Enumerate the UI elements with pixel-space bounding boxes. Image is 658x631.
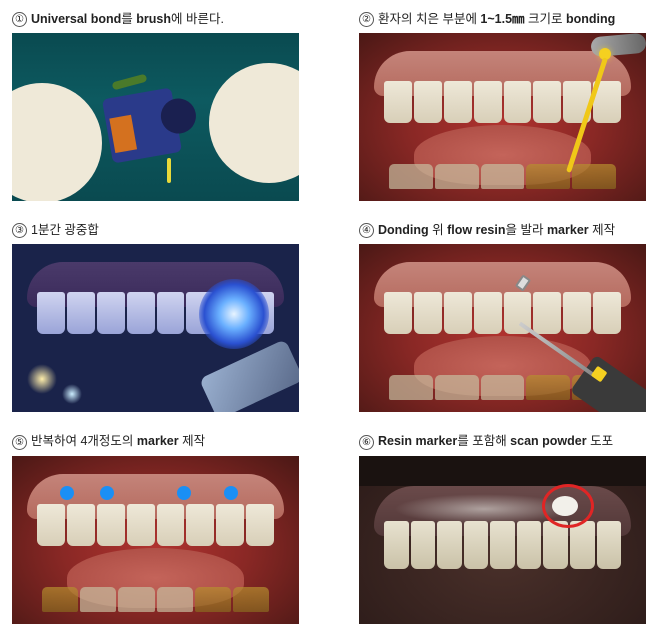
step-2-image [359,33,646,201]
step-3: ③1분간 광중합 [12,219,299,412]
glove-icon [12,83,102,201]
applicator-icon [112,74,148,91]
step-4-caption: ④Donding 위 flow resin을 발라 marker 제작 [359,219,646,238]
marker-dot-icon [224,486,238,500]
step-1-number: ① [12,12,27,27]
step-6-number: ⑥ [359,435,374,450]
step-2-caption: ②환자의 치은 부분에 1~1.5㎜ 크기로 bonding [359,8,646,27]
highlight-circle-icon [542,484,594,528]
step-6-image [359,456,646,624]
step-4-image [359,244,646,412]
step-5-number: ⑤ [12,435,27,450]
step-3-image [12,244,299,412]
step-4: ④Donding 위 flow resin을 발라 marker 제작 [359,219,646,412]
step-4-number: ④ [359,223,374,238]
marker-dot-icon [60,486,74,500]
marker-dot-icon [100,486,114,500]
step-1: ①Universal bond를 brush에 바른다. [12,8,299,201]
step-2: ②환자의 치은 부분에 1~1.5㎜ 크기로 bonding [359,8,646,201]
step-2-number: ② [359,12,374,27]
curing-tip-icon [199,339,299,412]
step-1-image [12,33,299,201]
glove-icon [209,63,299,183]
curing-light-icon [199,279,269,349]
step-6: ⑥Resin marker를 포함해 scan powder 도포 [359,430,646,623]
step-3-caption: ③1분간 광중합 [12,219,299,238]
step-3-number: ③ [12,223,27,238]
marker-dot-icon [177,486,191,500]
bond-bottle-icon [102,88,182,164]
step-5-caption: ⑤반복하여 4개정도의 marker 제작 [12,430,299,449]
drip-icon [167,158,171,183]
steps-grid: ①Universal bond를 brush에 바른다. ②환자의 치은 부분에… [12,8,646,624]
step-5: ⑤반복하여 4개정도의 marker 제작 [12,430,299,623]
step-1-caption: ①Universal bond를 brush에 바른다. [12,8,299,27]
syringe-icon [570,355,646,412]
step-5-image [12,456,299,624]
step-6-caption: ⑥Resin marker를 포함해 scan powder 도포 [359,430,646,449]
